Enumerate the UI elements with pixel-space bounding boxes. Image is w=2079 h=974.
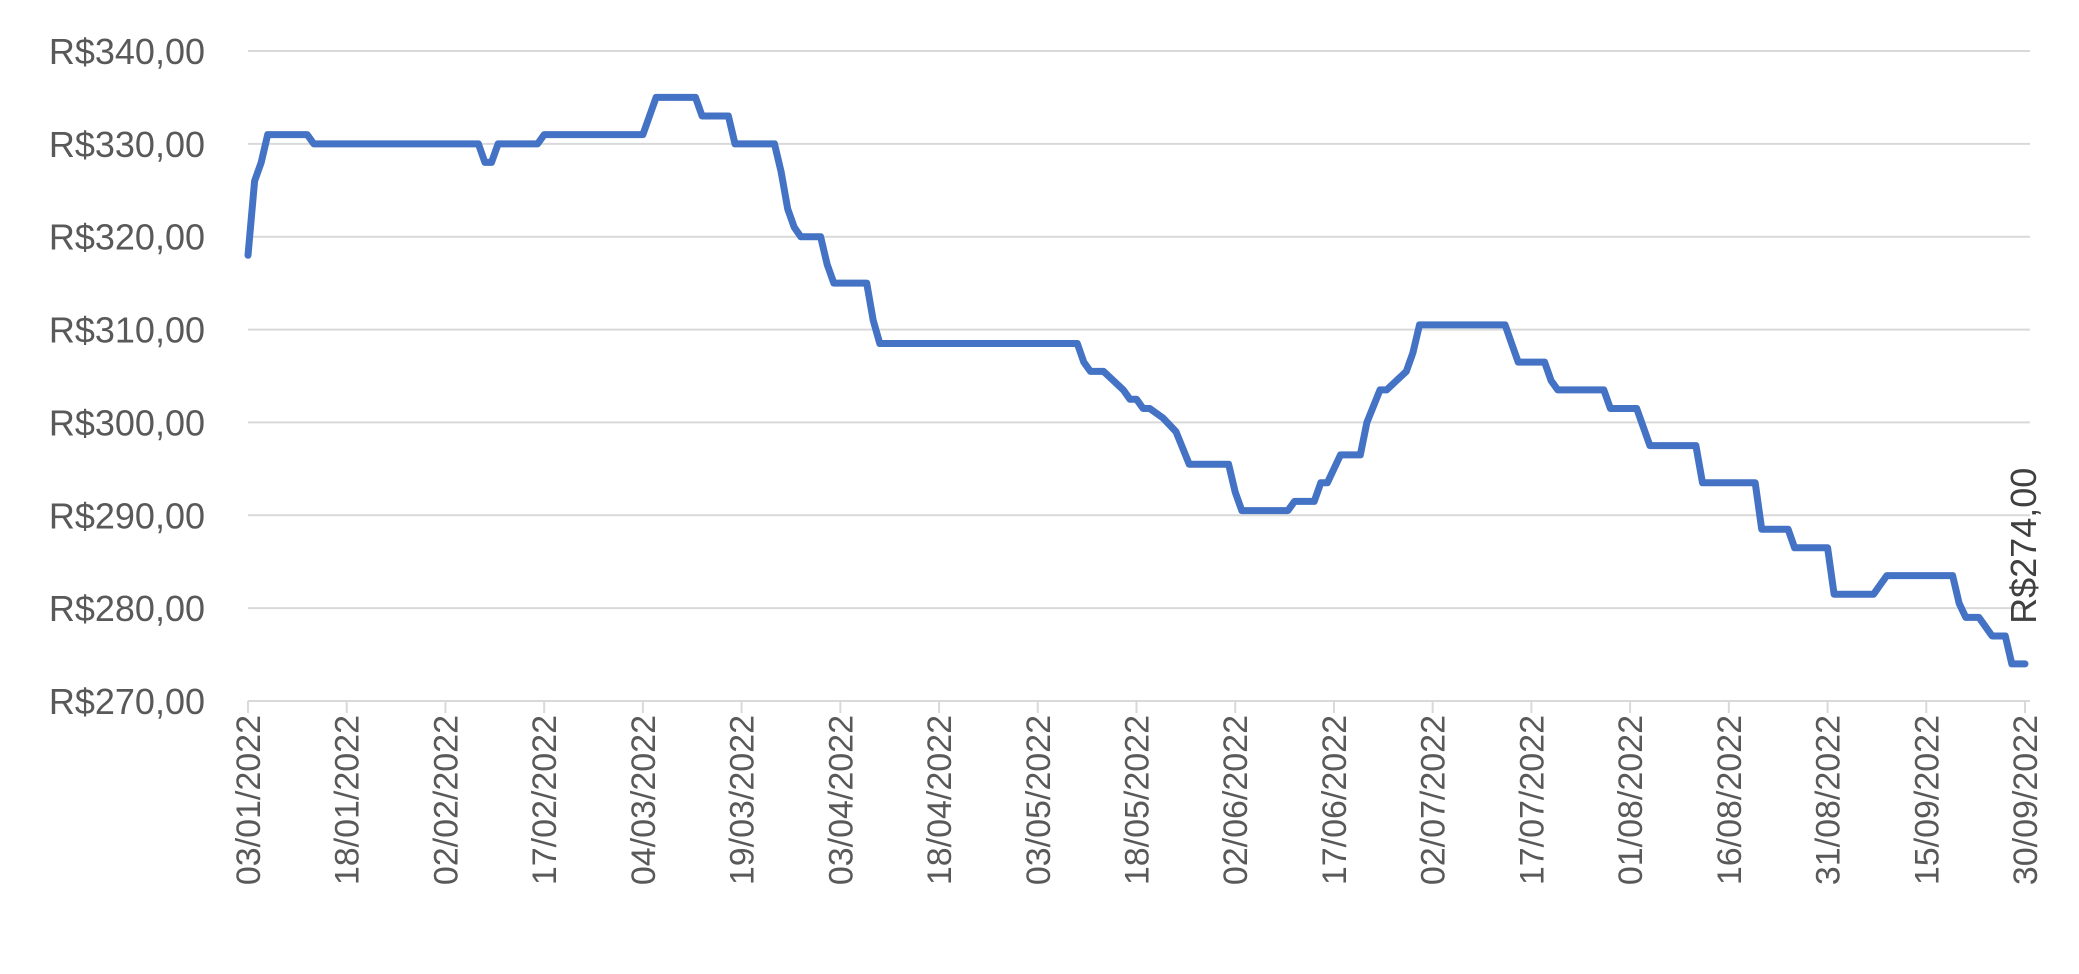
y-tick-label: R$280,00 — [49, 588, 205, 629]
y-tick-label: R$300,00 — [49, 402, 205, 443]
x-tick-label: 02/06/2022 — [1217, 715, 1255, 885]
x-tick-label: 30/09/2022 — [2007, 715, 2045, 885]
x-tick-label: 04/03/2022 — [625, 715, 663, 885]
x-tick-label: 18/04/2022 — [921, 715, 959, 885]
x-tick-label: 18/05/2022 — [1119, 715, 1157, 885]
gridlines — [248, 50, 2030, 610]
x-tick-label: 01/08/2022 — [1612, 715, 1650, 885]
x-tick-label: 15/09/2022 — [1908, 715, 1946, 885]
x-tick-label: 03/05/2022 — [1020, 715, 1058, 885]
x-tick-label: 02/02/2022 — [427, 715, 465, 885]
y-tick-label: R$290,00 — [49, 495, 205, 536]
y-tick-label: R$310,00 — [49, 310, 205, 351]
x-tick-label: 17/06/2022 — [1316, 715, 1354, 885]
data-label: R$274,00 — [2003, 468, 2044, 624]
data-label-layer: R$274,00 — [2003, 468, 2044, 624]
y-tick-label: R$270,00 — [49, 681, 205, 722]
x-tick-label: 02/07/2022 — [1415, 715, 1453, 885]
x-axis-tick-labels: 03/01/2022 18/01/2022 02/02/2022 17/02/2022… — [230, 715, 2045, 885]
series-line — [244, 93, 2029, 668]
x-tick-label: 18/01/2022 — [329, 715, 367, 885]
y-tick-label: R$320,00 — [49, 217, 205, 258]
x-tick-label: 03/04/2022 — [822, 715, 860, 885]
x-axis — [247, 700, 2030, 713]
x-tick-label: 19/03/2022 — [724, 715, 762, 885]
x-tick-label: 17/07/2022 — [1513, 715, 1551, 885]
x-tick-label: 17/02/2022 — [526, 715, 564, 885]
y-tick-label: R$340,00 — [49, 31, 205, 72]
x-tick-label: 16/08/2022 — [1711, 715, 1749, 885]
x-tick-label: 31/08/2022 — [1810, 715, 1848, 885]
series-layer — [244, 93, 2029, 668]
y-tick-label: R$330,00 — [49, 124, 205, 165]
y-axis-tick-labels: R$270,00 R$280,00 R$290,00 R$300,00 R$310,00… — [49, 31, 205, 722]
x-tick-label: 03/01/2022 — [230, 715, 268, 885]
